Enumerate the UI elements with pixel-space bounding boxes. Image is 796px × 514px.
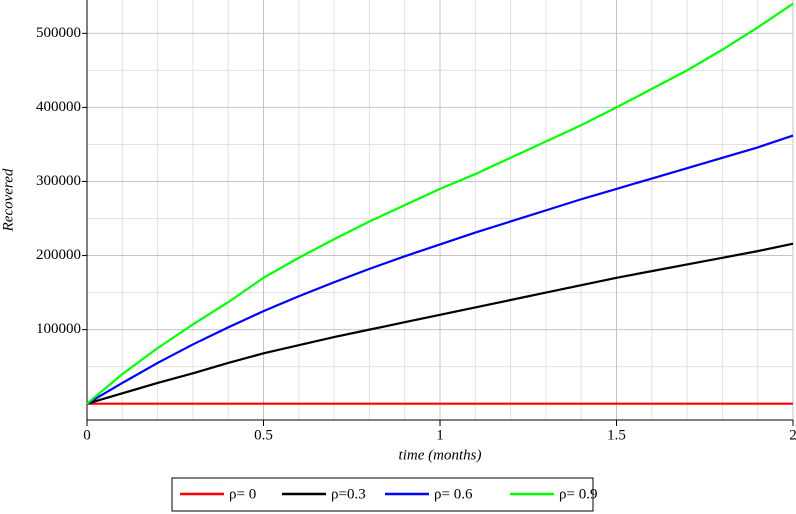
x-tick-label: 2 (789, 427, 796, 443)
x-tick-label: 0.5 (254, 427, 273, 443)
x-tick-label: 1 (436, 427, 444, 443)
y-tick-label: 500000 (36, 25, 81, 41)
y-tick-label: 300000 (36, 173, 81, 189)
y-tick-label: 200000 (36, 247, 81, 263)
series-line (86, 134, 794, 405)
legend-label: ρ= 0 (229, 486, 256, 502)
x-tick-label: 1.5 (607, 427, 626, 443)
y-tick-label: 100000 (36, 321, 81, 337)
y-axis-label: Recovered (0, 168, 16, 232)
legend-label: ρ= 0.6 (434, 486, 473, 502)
x-axis-label: time (months) (399, 447, 482, 463)
y-tick-label: 400000 (36, 99, 81, 115)
series-line (86, 242, 794, 405)
legend-label: ρ=0.3 (331, 486, 366, 502)
legend-label: ρ= 0.9 (559, 486, 597, 502)
x-tick-label: 0 (83, 427, 91, 443)
series-line (86, 2, 794, 405)
